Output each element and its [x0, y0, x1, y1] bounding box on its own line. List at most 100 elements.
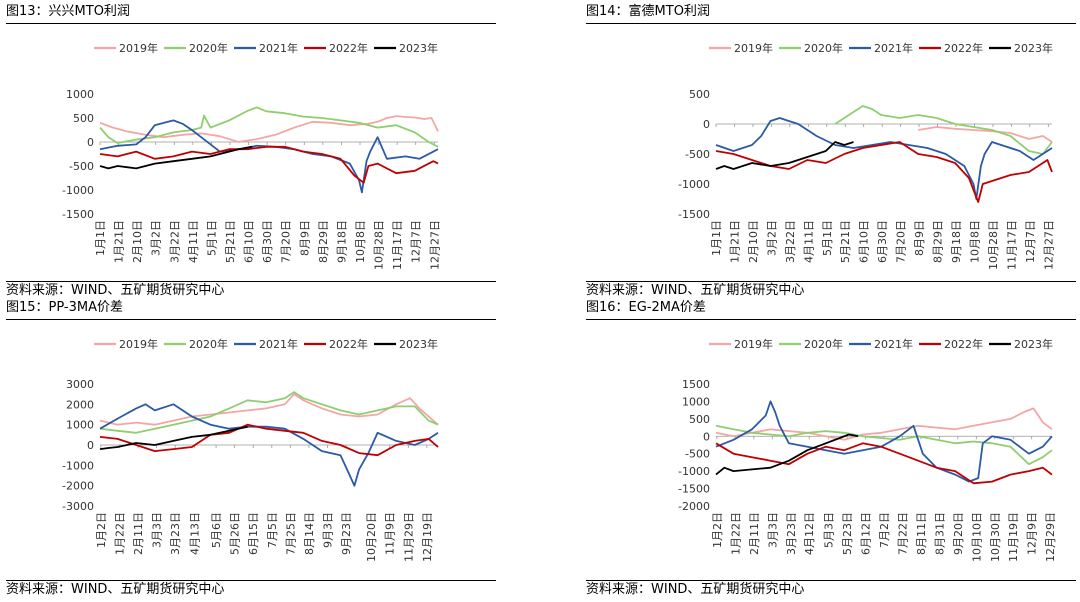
line-chart: 2019年 2020年 2021年 2022年 2023年 1500 1000 500 0 -50… — [678, 337, 1057, 562]
x-tick-label: 1月22日 — [114, 512, 127, 555]
x-tick-label: 3月22日 — [168, 220, 181, 263]
x-tick-label: 2月10日 — [131, 220, 144, 263]
panel-fude-mto-profit: 图14：富德MTO利润 2019年 2020年 2021年 2022年 2023年 500… — [586, 4, 1076, 300]
x-tick-label: 6月10日 — [243, 220, 256, 263]
title-rule — [586, 319, 1076, 320]
y-tick-label: 3000 — [66, 378, 94, 391]
x-tick-label: 12月27日 — [428, 220, 441, 270]
legend-label: 2021年 — [259, 41, 298, 55]
x-tick-label: 6月12日 — [860, 512, 873, 555]
series-line — [834, 105, 1053, 155]
x-tick-label: 9月18日 — [335, 220, 348, 263]
series-line — [99, 145, 439, 184]
series-line — [99, 393, 439, 426]
legend-item: 2022年 — [304, 337, 368, 351]
x-tick-label: 7月2日 — [878, 512, 891, 548]
x-tick-label: 10月8日 — [354, 220, 367, 263]
x-tick-label: 9月18日 — [950, 220, 963, 263]
y-tick-label: -1500 — [678, 483, 710, 496]
x-tick-label: 5月1日 — [205, 220, 218, 256]
legend-item: 2019年 — [709, 41, 773, 55]
y-tick-label: -2000 — [62, 480, 94, 493]
legend-item: 2021年 — [849, 337, 913, 351]
legend-label: 2023年 — [399, 337, 438, 351]
y-tick-label: 1000 — [682, 395, 710, 408]
x-tick-label: 8月31日 — [933, 512, 946, 555]
legend-item: 2023年 — [989, 337, 1053, 351]
x-tick-label: 3月23日 — [785, 512, 798, 555]
legend-item: 2021年 — [234, 337, 298, 351]
legend-label: 2022年 — [944, 41, 983, 55]
line-chart: 2019年 2020年 2021年 2022年 2023年 500 0 -500 -1000 -1… — [678, 41, 1055, 270]
x-tick-label: 3月22日 — [784, 220, 797, 263]
panel-title: 图13：兴兴MTO利润 — [6, 4, 130, 19]
series-line — [715, 424, 1053, 466]
x-tick-label: 10月28日 — [373, 220, 386, 270]
y-tick-label: 500 — [689, 413, 710, 426]
series-line — [715, 433, 859, 476]
legend-item: 2022年 — [919, 41, 983, 55]
x-tick-label: 8月9日 — [913, 220, 926, 256]
legend-label: 2020年 — [189, 337, 228, 351]
source-rule — [6, 281, 496, 282]
x-tick-label: 7月20日 — [895, 220, 908, 263]
legend-label: 2023年 — [1014, 41, 1053, 55]
x-tick-label: 12月9日 — [1026, 512, 1039, 555]
x-tick-label: 1月2日 — [95, 512, 108, 548]
y-tick-label: 1000 — [66, 88, 94, 101]
series-line — [918, 126, 1053, 143]
x-tick-label: 1月1日 — [710, 220, 723, 256]
x-tick-label: 2月10日 — [747, 220, 760, 263]
panel-title: 图16：EG-2MA价差 — [586, 300, 706, 315]
x-tick-label: 6月10日 — [858, 220, 871, 263]
x-tick-label: 1月1日 — [94, 220, 107, 256]
x-tick-label: 11月19日 — [1007, 512, 1020, 562]
legend-label: 2019年 — [734, 41, 773, 55]
legend-item: 2020年 — [164, 337, 228, 351]
x-tick-label: 7月20日 — [280, 220, 293, 263]
x-tick-label: 12月7日 — [410, 220, 423, 263]
x-tick-label: 8月11日 — [915, 512, 928, 555]
x-tick-label: 12月19日 — [421, 512, 434, 562]
y-tick-label: -1500 — [678, 208, 710, 221]
y-tick-label: -1000 — [678, 465, 710, 478]
legend-item: 2019年 — [709, 337, 773, 351]
x-tick-label: 11月29日 — [402, 512, 415, 562]
y-tick-label: -1000 — [62, 184, 94, 197]
x-tick-label: 2月11日 — [748, 512, 761, 555]
x-tick-label: 10月10日 — [970, 512, 983, 562]
y-tick-label: 0 — [703, 118, 710, 131]
panel-pp-3ma-spread: 图15：PP-3MA价差 2019年 2020年 2021年 2022年 2023年 30… — [6, 300, 496, 600]
legend-item: 2022年 — [304, 41, 368, 55]
source-note: 资料来源：WIND、五矿期货研究中心 — [586, 283, 805, 298]
y-tick-label: 0 — [87, 136, 94, 149]
x-tick-label: 10月8日 — [968, 220, 981, 263]
source-note: 资料来源：WIND、五矿期货研究中心 — [586, 582, 805, 597]
x-tick-label: 5月26日 — [229, 512, 242, 555]
x-tick-label: 1月21日 — [728, 220, 741, 263]
x-tick-label: 5月23日 — [841, 512, 854, 555]
x-tick-label: 10月28日 — [987, 220, 1000, 270]
x-tick-label: 11月9日 — [384, 512, 397, 555]
x-tick-label: 1月2日 — [711, 512, 724, 548]
legend-item: 2021年 — [234, 41, 298, 55]
source-rule — [586, 281, 1076, 282]
legend-label: 2020年 — [189, 41, 228, 55]
y-tick-label: -500 — [69, 160, 94, 173]
y-tick-label: 2000 — [66, 398, 94, 411]
legend-label: 2022年 — [944, 337, 983, 351]
y-tick-label: -500 — [685, 148, 710, 161]
x-tick-label: 9月3日 — [322, 512, 335, 548]
legend-item: 2023年 — [374, 41, 438, 55]
y-tick-label: -3000 — [62, 500, 94, 513]
legend-item: 2023年 — [374, 337, 438, 351]
legend-item: 2023年 — [989, 41, 1053, 55]
x-tick-label: 2月11日 — [132, 512, 145, 555]
series-line — [715, 141, 854, 170]
line-chart: 2019年 2020年 2021年 2022年 2023年 1000 500 0 -500 -10… — [62, 41, 441, 270]
x-tick-label: 4月11日 — [802, 220, 815, 263]
x-tick-label: 6月30日 — [876, 220, 889, 263]
series-line — [715, 400, 1053, 483]
x-tick-label: 5月3日 — [823, 512, 836, 548]
x-tick-label: 7月22日 — [896, 512, 909, 555]
